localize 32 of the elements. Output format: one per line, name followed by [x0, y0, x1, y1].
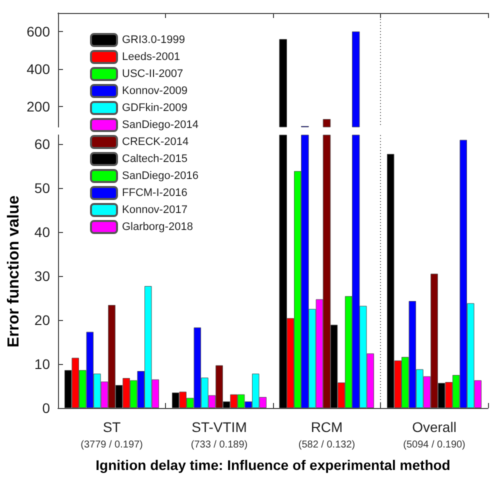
x-tick-label: ST: [102, 419, 122, 435]
y-tick-label: 10: [34, 356, 50, 372]
legend-label: Caltech-2015: [122, 153, 188, 165]
y-tick-label: 30: [34, 268, 50, 284]
legend-label: GDFkin-2009: [122, 102, 188, 114]
legend-label: GRI3.0-1999: [122, 34, 185, 46]
x-tick-label: ST-VTIM: [192, 419, 247, 435]
y-tick-label: 600: [26, 24, 50, 40]
x-axis-title: Ignition delay time: Influence of experimental method: [96, 457, 450, 473]
legend-label: SanDiego-2016: [122, 170, 198, 182]
text: (5094 / 0.190): [403, 440, 466, 450]
legend-label: Glarborg-2018: [122, 221, 193, 233]
legend-label: Konnov-2017: [122, 204, 188, 216]
y-tick-label: 0: [42, 400, 50, 416]
x-tick-label: RCM: [310, 419, 343, 435]
y-tick-label: 20: [34, 312, 50, 328]
text: (733 / 0.189): [190, 440, 248, 450]
legend-label: Leeds-2001: [122, 51, 180, 63]
legend-label: CRECK-2014: [122, 136, 189, 148]
y-tick-label: 200: [26, 98, 50, 114]
text: (3779 / 0.197): [80, 440, 143, 450]
legend-label: FFCM-I-2016: [122, 187, 188, 199]
y-tick-label: 50: [34, 180, 50, 196]
x-tick-label: Overall: [412, 419, 456, 435]
legend-label: Konnov-2009: [122, 85, 188, 97]
y-axis-title: Error function value: [6, 195, 22, 348]
legend-label: USC-II-2007: [122, 68, 184, 80]
y-tick-label: 60: [34, 136, 50, 152]
y-tick-label: 400: [26, 61, 50, 78]
y-tick-label: 40: [34, 224, 50, 240]
legend-label: SanDiego-2014: [122, 119, 198, 131]
text: (582 / 0.132): [298, 440, 356, 450]
